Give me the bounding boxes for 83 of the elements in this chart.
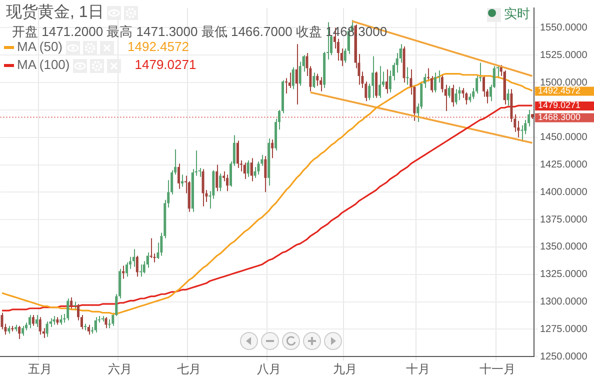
candlestick [226, 174, 229, 192]
candlestick [257, 160, 260, 176]
candlestick [320, 76, 322, 92]
y-tick-label: 1325.0000 [540, 269, 588, 280]
candlestick [150, 238, 152, 258]
candlestick [180, 174, 184, 188]
candlestick [458, 86, 461, 101]
candlestick [66, 298, 70, 321]
candlestick [236, 140, 239, 169]
candlestick [32, 314, 34, 326]
candlestick [375, 71, 378, 98]
x-tick-label: 五月 [28, 362, 52, 376]
candlestick [243, 162, 246, 180]
candlestick [136, 255, 138, 278]
candlestick [122, 265, 125, 280]
candlestick [424, 73, 426, 89]
candlestick [18, 325, 21, 340]
x-tick-label: 九月 [333, 362, 358, 376]
candlestick [219, 173, 222, 192]
candlestick [434, 72, 436, 93]
y-tick-label: 1350.0000 [540, 242, 588, 253]
candlestick [292, 66, 294, 90]
y-tick-label: 1300.0000 [540, 296, 588, 308]
candlestick [178, 163, 180, 190]
candlestick [35, 314, 38, 328]
candlestick [486, 88, 488, 104]
candlestick [126, 262, 128, 278]
candlestick [70, 296, 73, 310]
candlestick [372, 56, 374, 98]
candlestick [378, 66, 382, 98]
candlestick [316, 73, 319, 86]
candlestick [385, 68, 388, 94]
y-tick-label: 1400.0000 [540, 186, 588, 198]
legend-label: MA (50) [17, 39, 63, 54]
y-tick-label: 1450.0000 [540, 132, 588, 144]
y-tick-label: 1250.0000 [540, 351, 588, 362]
y-tick-label: 1275.0000 [540, 324, 588, 335]
y-tick-label: 1525.0000 [540, 50, 588, 61]
candlestick [87, 324, 90, 336]
candlestick [264, 155, 267, 193]
annotation: 实时 [504, 6, 530, 21]
x-tick-label: 七月 [177, 362, 202, 376]
candlestick [312, 72, 316, 89]
candlestick [60, 314, 62, 326]
candlestick [451, 84, 454, 108]
candlestick [38, 316, 42, 336]
candlestick [506, 88, 510, 106]
candlestick [465, 92, 468, 105]
candlestick [94, 316, 97, 333]
candlestick [454, 88, 458, 105]
candlestick [202, 168, 204, 207]
data-label: 1479.0271 [538, 100, 581, 110]
candlestick [271, 139, 274, 159]
candlestick [462, 88, 464, 98]
candlestick [222, 170, 226, 182]
x-tick-label: 八月 [256, 362, 281, 376]
candlestick [28, 314, 31, 329]
candlestick [46, 321, 48, 338]
candlestick [139, 264, 142, 278]
candlestick [440, 74, 444, 93]
candlestick [246, 160, 250, 178]
candlestick [250, 158, 253, 182]
candlestick [284, 78, 288, 94]
candlestick [132, 248, 135, 268]
x-tick-label: 六月 [108, 362, 132, 376]
candlestick [482, 75, 485, 98]
candlestick [295, 44, 298, 105]
legend-label: MA (100) [17, 57, 70, 72]
text: 1479.0271 [134, 57, 196, 72]
y-tick-label: 1550.0000 [540, 22, 588, 34]
candlestick [448, 85, 450, 98]
text: 1492.4572 [128, 39, 189, 54]
ref-line-label: 1468.3000 [538, 112, 581, 122]
x-tick-label: 十月 [406, 362, 430, 376]
y-tick-label: 1425.0000 [540, 160, 588, 171]
x-tick-label: 十一月 [480, 362, 516, 376]
candlestick [520, 124, 524, 142]
candlestick [84, 323, 86, 331]
chart-title: 现货黄金, 1日 [6, 4, 104, 21]
y-tick-label: 1375.0000 [540, 214, 588, 226]
candlestick [104, 316, 108, 329]
candlestick [216, 164, 218, 192]
candlestick [22, 325, 24, 336]
